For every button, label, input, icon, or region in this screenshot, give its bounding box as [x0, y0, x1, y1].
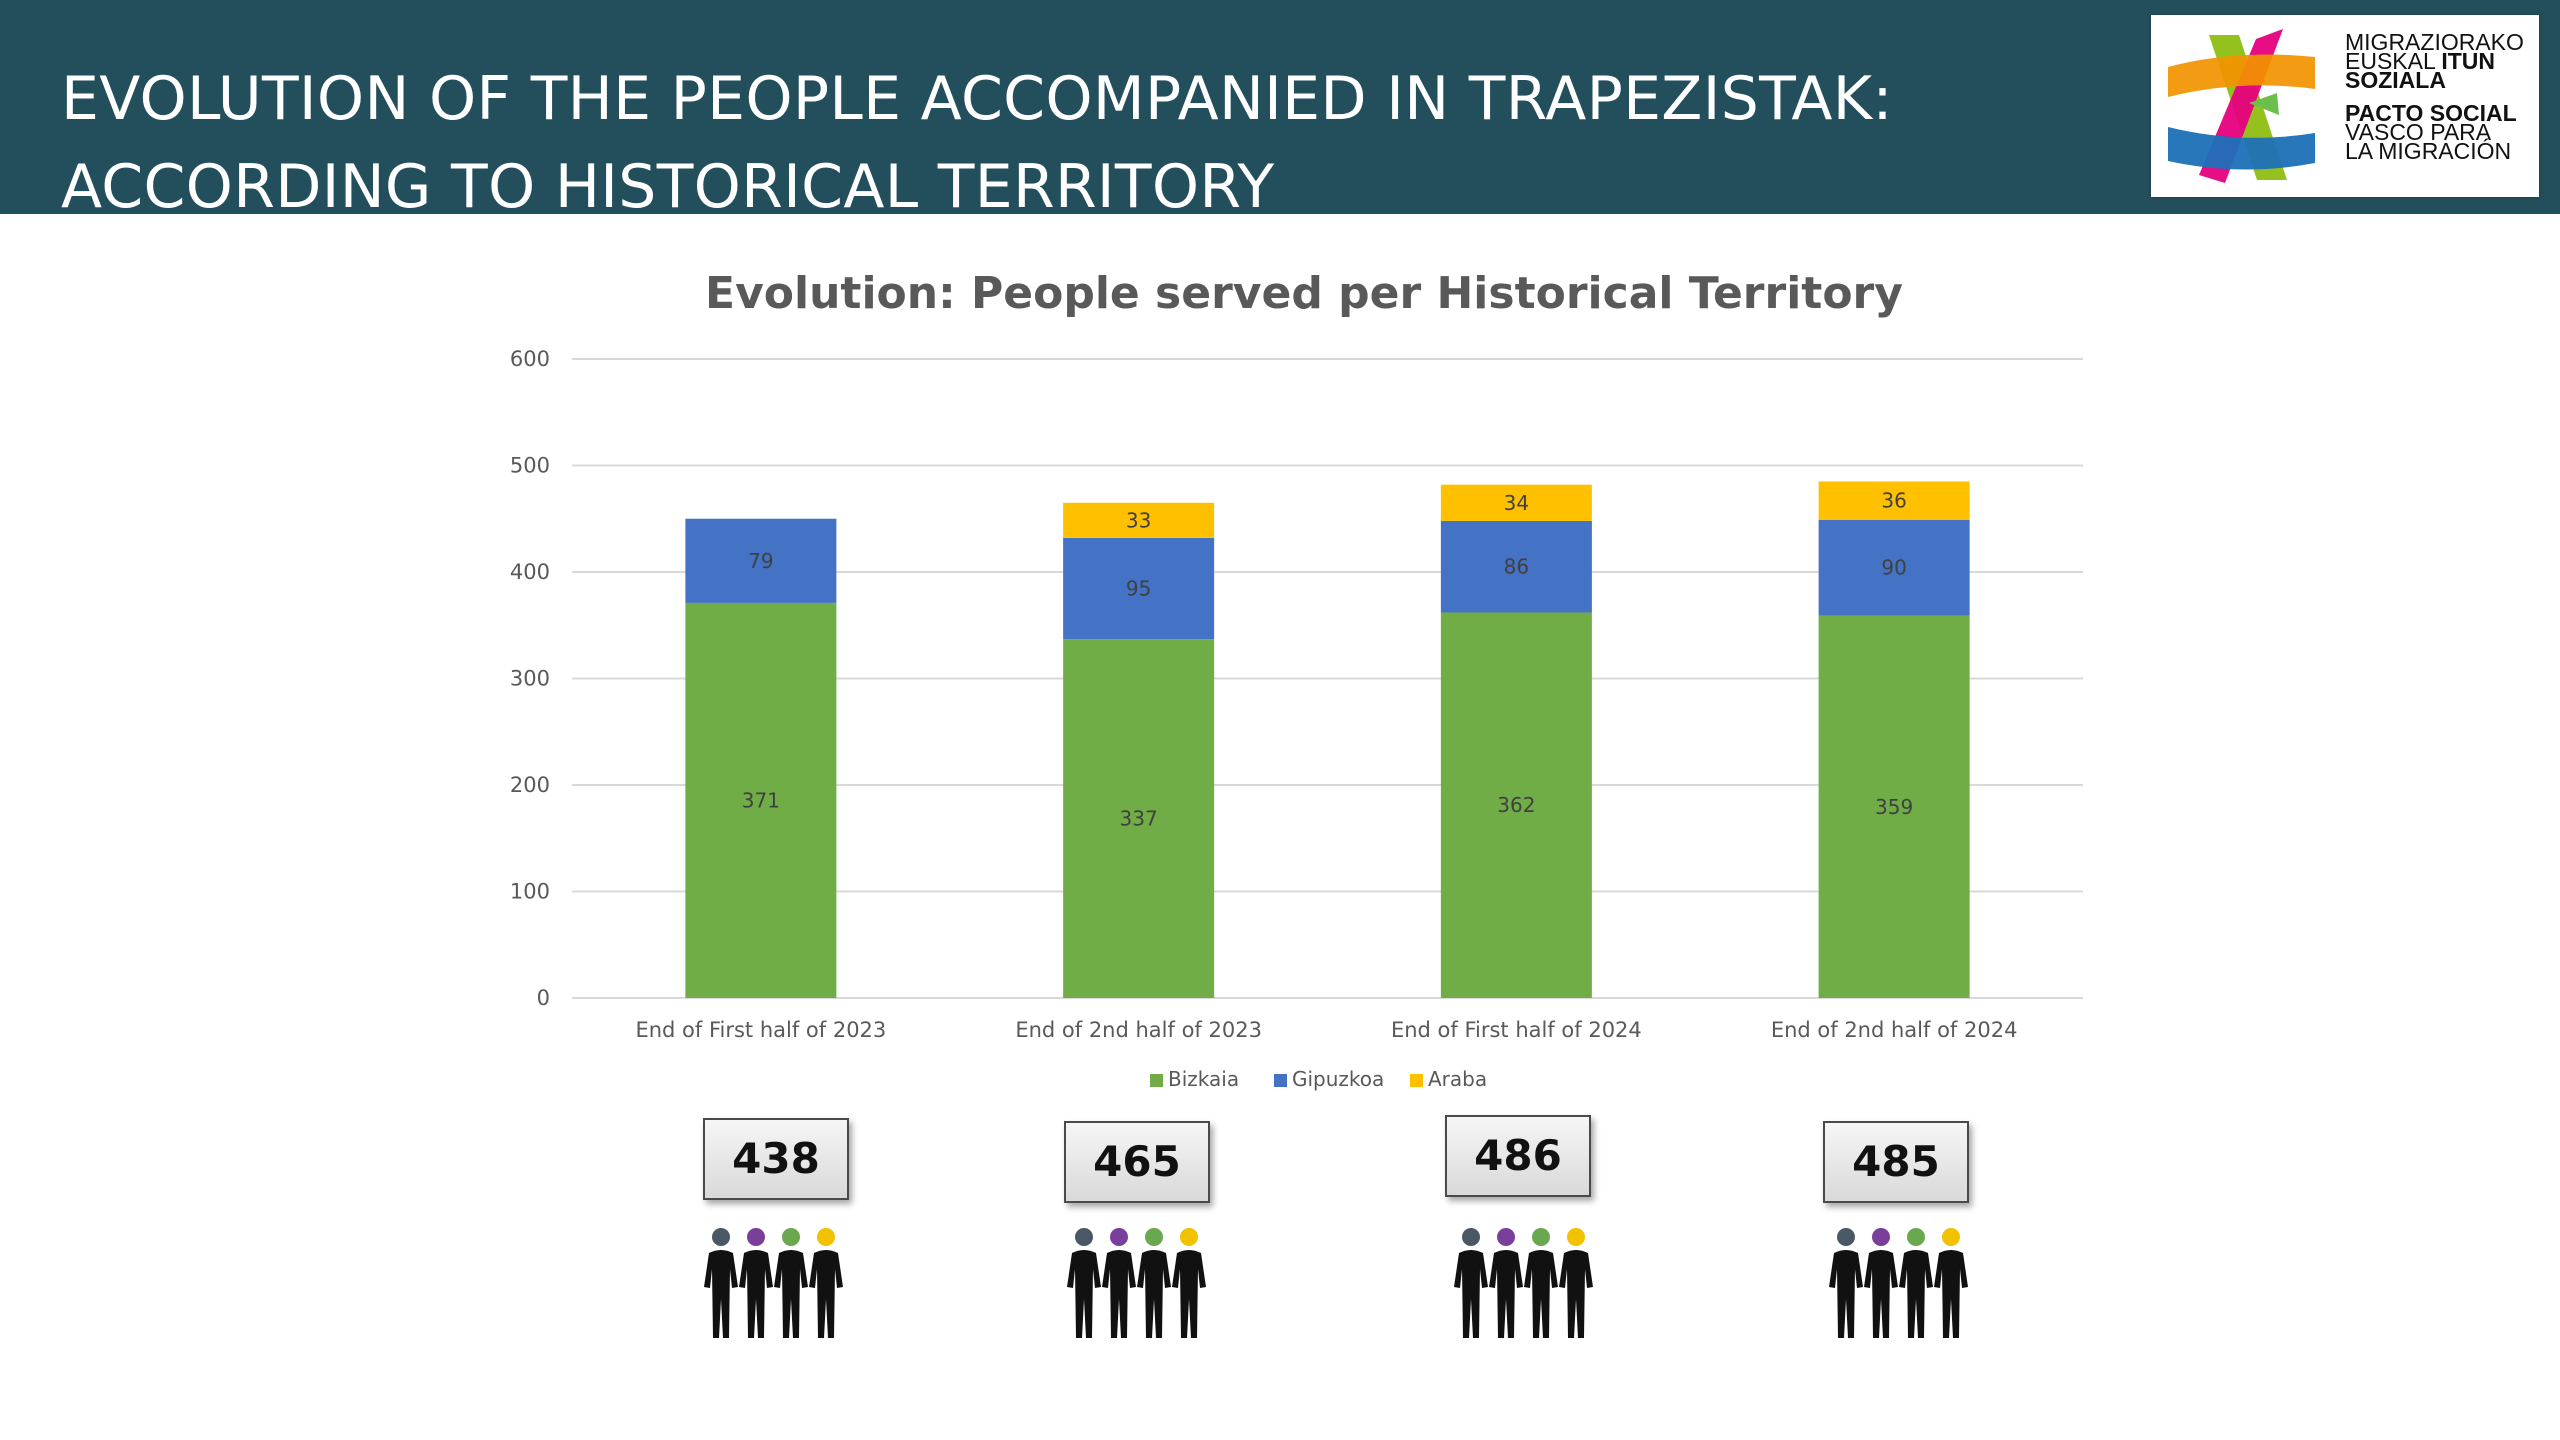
logo-line-3: SOZIALA [2345, 67, 2446, 93]
legend-swatch [1274, 1074, 1287, 1087]
people-group-icon [1829, 1228, 1968, 1338]
y-tick-label: 100 [510, 880, 550, 904]
data-label: 36 [1881, 489, 1906, 513]
total-count-box: 465 [1064, 1121, 1210, 1203]
x-category-label: End of First half of 2024 [1391, 1018, 1642, 1042]
people-group-icon [704, 1228, 843, 1338]
legend-label: Bizkaia [1168, 1067, 1239, 1091]
legend-swatch [1150, 1074, 1163, 1087]
bar-segment [1063, 502, 1215, 538]
logo-line-5: VASCO PARA [2345, 119, 2492, 145]
slide-title-line-1: EVOLUTION OF THE PEOPLE ACCOMPANIED IN T… [61, 64, 1893, 134]
x-category-label: End of 2nd half of 2024 [1771, 1018, 2018, 1042]
logo-line-1: MIGRAZIORAKO [2345, 29, 2524, 55]
data-label: 33 [1126, 508, 1151, 532]
bar-segment [685, 602, 837, 998]
people-group-icon [1454, 1228, 1593, 1338]
legend-swatch [1410, 1074, 1423, 1087]
slide-title-line-2: ACCORDING TO HISTORICAL TERRITORY [61, 152, 1275, 214]
data-label: 79 [748, 549, 773, 573]
bar-segment [1818, 481, 1970, 520]
x-category-label: End of First half of 2023 [635, 1018, 886, 1042]
logo-text: MIGRAZIORAKO EUSKAL ITUN SOZIALA PACTO S… [2345, 29, 2524, 164]
logo-line-2: EUSKAL ITUN [2345, 50, 2524, 73]
slide-header: EVOLUTION OF THE PEOPLE ACCOMPANIED IN T… [0, 0, 2560, 214]
y-tick-label: 0 [537, 986, 550, 1010]
bar-segment [1818, 519, 1970, 616]
bar-segment [1440, 520, 1592, 613]
y-tick-label: 500 [510, 454, 550, 478]
y-tick-label: 300 [510, 667, 550, 691]
y-tick-label: 200 [510, 773, 550, 797]
logo-line-2a: EUSKAL [2345, 48, 2442, 74]
logo-line-6: LA MIGRACIÓN [2345, 138, 2512, 164]
x-category-label: End of 2nd half of 2023 [1015, 1018, 1262, 1042]
data-label: 90 [1881, 556, 1906, 580]
total-count-box: 438 [703, 1118, 849, 1200]
bar-segment [1063, 537, 1215, 640]
y-tick-label: 400 [510, 560, 550, 584]
legend-label: Araba [1428, 1067, 1487, 1091]
pacto-social-logo: MIGRAZIORAKO EUSKAL ITUN SOZIALA PACTO S… [2151, 15, 2539, 197]
logo-line-2b: ITUN [2441, 48, 2495, 74]
y-tick-label: 600 [510, 347, 550, 371]
data-label: 371 [742, 788, 780, 812]
bar-segment [1440, 612, 1592, 998]
chart-title: Evolution: People served per Historical … [705, 268, 1903, 319]
people-group-icon [1067, 1228, 1206, 1338]
data-label: 34 [1504, 491, 1529, 515]
data-label: 95 [1126, 577, 1151, 601]
bar-segment [1063, 639, 1215, 998]
data-label: 362 [1497, 793, 1535, 817]
data-label: 359 [1875, 795, 1913, 819]
logo-line-4: PACTO SOCIAL [2345, 100, 2517, 126]
bar-segment [685, 518, 837, 603]
bar-segment [1440, 484, 1592, 521]
logo-x-mark-icon [2168, 29, 2315, 183]
total-count-box: 486 [1445, 1115, 1591, 1197]
data-label: 337 [1120, 807, 1158, 831]
total-count-box: 485 [1823, 1121, 1969, 1203]
legend-label: Gipuzkoa [1292, 1067, 1384, 1091]
bar-segment [1818, 615, 1970, 998]
data-label: 86 [1504, 555, 1529, 579]
